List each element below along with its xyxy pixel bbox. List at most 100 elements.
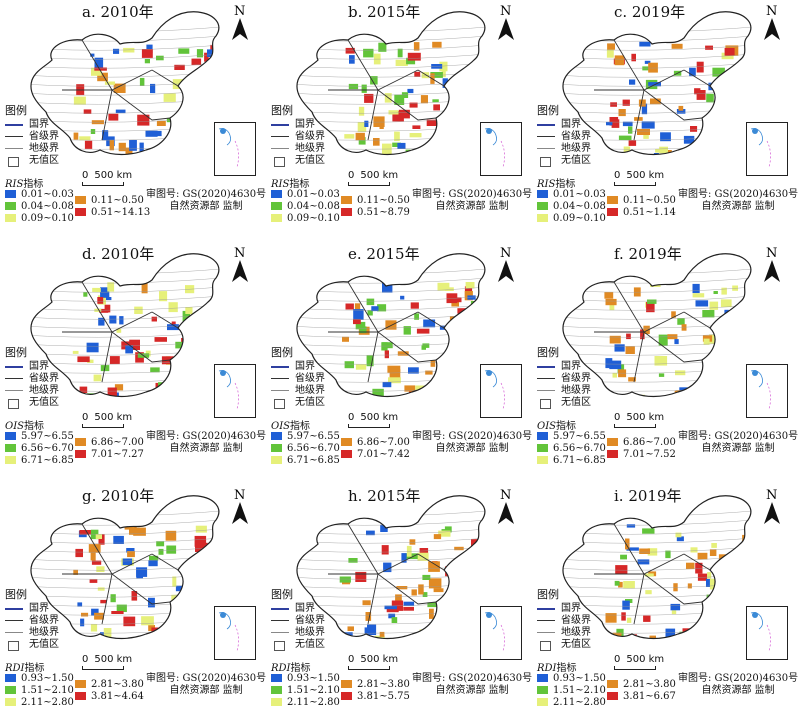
prefecture-region (380, 524, 388, 532)
prefecture-region (440, 379, 446, 384)
prefecture-region (107, 387, 117, 397)
approval-issuer: 自然资源部 监制 (701, 201, 775, 212)
approval-issuer: 自然资源部 监制 (435, 201, 509, 212)
prefecture-region (438, 530, 451, 537)
legend-item: 无值区 (537, 397, 591, 409)
prefecture-region (165, 530, 177, 541)
prefecture-region (109, 356, 120, 365)
prefecture-region (404, 385, 416, 392)
prefecture-region (358, 137, 366, 145)
prefecture-region (80, 618, 85, 627)
prefecture-region (394, 94, 405, 105)
legend-label: 国界 (561, 119, 581, 130)
prefecture-region (156, 541, 165, 547)
class-swatch (5, 444, 16, 452)
legend-symbol (271, 620, 289, 621)
legend-boundary-list: 国界 省级界 地级界 无值区 (271, 361, 325, 409)
scale-label: 500 km (626, 654, 665, 665)
prefecture-region (433, 588, 444, 593)
legend-item: 省级界 (537, 615, 591, 627)
prefecture-region (384, 605, 397, 610)
approval-number: 审图号: GS(2020)4630号 (678, 673, 799, 684)
index-suffix: 指标 (24, 421, 44, 432)
index-suffix: 指标 (556, 421, 576, 432)
prefecture-region (109, 139, 114, 151)
scale-bar-line (348, 182, 390, 186)
prefecture-region (449, 363, 458, 369)
class-item: 0.01~0.03 (537, 189, 606, 200)
prefecture-region (631, 53, 636, 62)
class-swatch (5, 674, 16, 682)
prefecture-region (398, 109, 410, 119)
class-swatch (537, 444, 548, 452)
legend-label: 国界 (295, 119, 315, 130)
legend-title: 图例 (537, 104, 559, 117)
index-name: RIS (271, 179, 290, 190)
prefecture-region (362, 600, 371, 606)
prefecture-region (614, 344, 625, 352)
prefecture-region (467, 573, 480, 584)
legend-symbol (271, 390, 289, 391)
prefecture-region (195, 525, 207, 533)
panel-title: c. 2019年 (614, 3, 686, 21)
prefecture-region (658, 334, 668, 346)
prefecture-region (692, 283, 700, 294)
class-item: 2.11~2.80 (537, 697, 606, 708)
prefecture-region (486, 596, 497, 606)
panel-title: f. 2019年 (614, 245, 682, 263)
prefecture-region (694, 625, 705, 636)
class-item: 2.81~3.80 (75, 679, 144, 690)
prefecture-region (77, 356, 90, 363)
map-approval-note: 审图号: GS(2020)4630号 自然资源部 监制 (678, 673, 798, 697)
class-range: 2.11~2.80 (21, 697, 74, 708)
legend-boundary-list: 国界 省级界 地级界 无值区 (271, 603, 325, 651)
class-range: 6.86~7.00 (623, 437, 676, 448)
prefecture-region (395, 594, 402, 604)
prefecture-region (94, 57, 104, 68)
legend-label: 国界 (29, 119, 49, 130)
scale-zero: 0 (82, 654, 89, 665)
legend-item: 无值区 (271, 155, 325, 167)
map-approval-note: 审图号: GS(2020)4630号 自然资源部 监制 (678, 189, 798, 213)
class-item: 0.11~0.50 (341, 195, 410, 206)
prefecture-region (428, 561, 440, 572)
legend-symbol (5, 148, 23, 149)
prefecture-region (349, 55, 355, 64)
prefecture-region (426, 119, 437, 126)
svg-text:N: N (234, 4, 245, 19)
prefecture-region (176, 621, 190, 631)
panel-title: a. 2010年 (82, 3, 154, 21)
prefecture-region (428, 578, 442, 589)
prefecture-region (442, 78, 448, 88)
prefecture-region (168, 302, 178, 313)
prefecture-region (212, 595, 219, 601)
prefecture-region (629, 79, 636, 85)
prefecture-region (113, 48, 120, 54)
prefecture-region (606, 49, 614, 58)
panel-title: b. 2015年 (348, 3, 421, 21)
legend-item: 地级界 (271, 627, 325, 639)
scale-bar-line (82, 666, 124, 670)
prefecture-region (216, 80, 219, 89)
legend-item: 国界 (271, 119, 325, 131)
scale-bar: 0 500 km (348, 654, 398, 670)
class-range: 0.01~0.03 (553, 189, 606, 200)
prefecture-region (371, 306, 379, 312)
prefecture-region (137, 114, 150, 126)
class-item: 7.01~7.52 (607, 449, 676, 460)
prefecture-region (725, 635, 736, 639)
prefecture-region (77, 602, 83, 607)
north-arrow-icon: N (498, 488, 514, 524)
prefecture-region (414, 313, 419, 320)
scale-zero: 0 (614, 412, 621, 423)
provincial-boundary (328, 281, 445, 383)
legend-symbol (8, 157, 19, 167)
prefecture-region (162, 629, 175, 635)
class-swatch (341, 680, 352, 688)
prefecture-region (468, 617, 479, 627)
legend-label: 国界 (29, 361, 49, 372)
legend-symbol (8, 399, 19, 409)
prefecture-region (459, 329, 467, 334)
scale-bar-line (614, 424, 656, 428)
